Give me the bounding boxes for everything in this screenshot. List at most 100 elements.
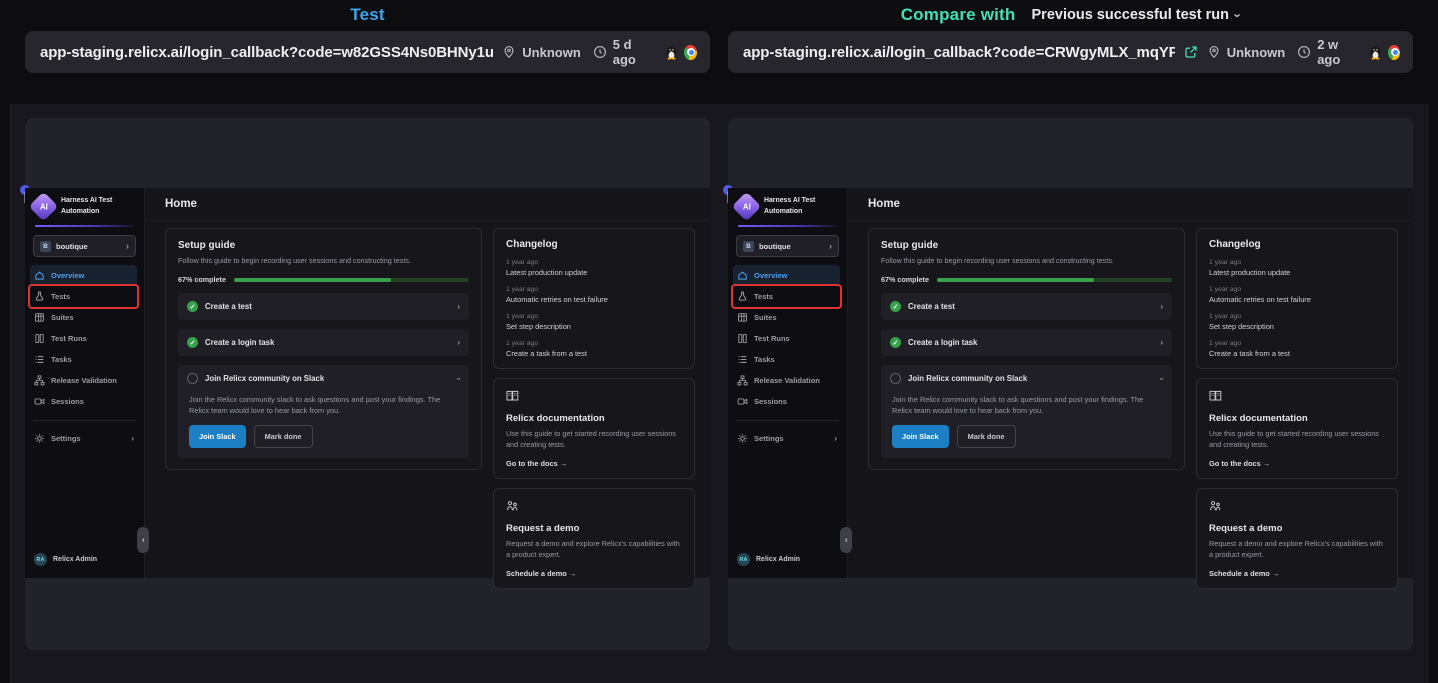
- chevron-right-icon: ›: [1160, 339, 1163, 347]
- chevron-right-icon: ›: [457, 303, 460, 311]
- documentation-description: Use this guide to get started recording …: [1209, 429, 1385, 451]
- chrome-browser-icon: [684, 45, 697, 60]
- location-label: Unknown: [1227, 45, 1286, 60]
- setup-progress: 67% complete: [178, 275, 469, 284]
- sidebar-collapse-handle[interactable]: ›: [840, 527, 852, 553]
- sidebar-item-tests[interactable]: Tests: [30, 286, 137, 307]
- sidebar-divider: [33, 420, 136, 421]
- join-slack-row[interactable]: Join Relicx community on Slack ›: [178, 365, 469, 392]
- check-icon: ✓: [890, 301, 901, 312]
- sidebar-item-suites[interactable]: Suites: [733, 307, 840, 328]
- sidebar-item-tasks[interactable]: Tasks: [733, 349, 840, 370]
- go-to-docs-link[interactable]: Go to the docs →: [1209, 459, 1385, 468]
- flask-icon: [34, 291, 45, 302]
- sidebar-item-release-validation[interactable]: Release Validation: [30, 370, 137, 391]
- home-icon: [34, 270, 45, 281]
- mark-done-button[interactable]: Mark done: [254, 425, 313, 448]
- external-link-icon[interactable]: [1184, 45, 1198, 59]
- chevron-right-icon: ›: [1160, 303, 1163, 311]
- changelog-card: Changelog 1 year ago Latest production u…: [1196, 228, 1398, 369]
- screenshot-panel-test: AI Harness AI Test Automation B boutique…: [25, 118, 710, 650]
- sidebar-item-test-runs[interactable]: Test Runs: [30, 328, 137, 349]
- video-icon: [34, 396, 45, 407]
- project-badge: B: [40, 241, 51, 252]
- sidebar-item-settings[interactable]: Settings ›: [30, 428, 137, 449]
- pane-compare-header: Compare with Previous successful test ru…: [728, 0, 1413, 30]
- clock-icon: [1297, 45, 1311, 59]
- sidebar-item-suites[interactable]: Suites: [30, 307, 137, 328]
- sidebar-item-sessions[interactable]: Sessions: [733, 391, 840, 412]
- sidebar-item-overview[interactable]: Overview: [30, 265, 137, 286]
- avatar: RA: [737, 553, 750, 566]
- grid-icon: [34, 312, 45, 323]
- grid-icon: [737, 312, 748, 323]
- setup-progress: 67% complete: [881, 275, 1172, 284]
- sidebar-item-test-runs[interactable]: Test Runs: [733, 328, 840, 349]
- chevron-left-icon: ›: [142, 536, 145, 544]
- setup-step-create-login-task[interactable]: ✓ Create a login task ›: [881, 329, 1172, 356]
- setup-guide-card: Setup guide Follow this guide to begin r…: [165, 228, 482, 470]
- sidebar-item-tasks[interactable]: Tasks: [30, 349, 137, 370]
- url-bar-compare[interactable]: app-staging.relicx.ai/login_callback?cod…: [728, 31, 1413, 73]
- chevron-right-icon: ›: [834, 435, 837, 443]
- user-menu[interactable]: RA Relicx Admin: [34, 553, 97, 566]
- people-icon: [506, 500, 519, 512]
- progress-bar: [937, 278, 1172, 282]
- unchecked-circle-icon: [187, 373, 198, 384]
- app-screenshot: AI Harness AI Test Automation B boutique…: [728, 188, 1413, 578]
- chevron-down-icon: ›: [1158, 377, 1166, 380]
- setup-step-create-login-task[interactable]: ✓ Create a login task ›: [178, 329, 469, 356]
- check-icon: ✓: [187, 301, 198, 312]
- pane-title-compare: Compare with: [901, 5, 1016, 25]
- progress-label: 67% complete: [881, 275, 929, 284]
- sidebar-item-release-validation[interactable]: Release Validation: [733, 370, 840, 391]
- columns-icon: [737, 333, 748, 344]
- sidebar-item-settings[interactable]: Settings ›: [733, 428, 840, 449]
- mark-done-button[interactable]: Mark done: [957, 425, 1016, 448]
- changelog-entry: 1 year ago Automatic retries on test fai…: [1209, 286, 1385, 304]
- project-selector[interactable]: B boutique ›: [33, 235, 136, 257]
- sidebar-item-tests[interactable]: Tests: [733, 286, 840, 307]
- go-to-docs-link[interactable]: Go to the docs →: [506, 459, 682, 468]
- setup-step-create-test[interactable]: ✓ Create a test ›: [881, 293, 1172, 320]
- hierarchy-icon: [34, 375, 45, 386]
- project-selector[interactable]: B boutique ›: [736, 235, 839, 257]
- project-badge: B: [743, 241, 754, 252]
- documentation-title: Relicx documentation: [1209, 413, 1385, 424]
- harness-logo-icon: AI: [732, 192, 762, 222]
- page-title: Home: [848, 188, 1413, 221]
- location-pin-icon: [502, 45, 516, 59]
- progress-label: 67% complete: [178, 275, 226, 284]
- sidebar-item-sessions[interactable]: Sessions: [30, 391, 137, 412]
- people-icon: [1209, 500, 1222, 512]
- schedule-demo-link[interactable]: Schedule a demo →: [506, 569, 682, 578]
- setup-guide-title: Setup guide: [178, 240, 469, 251]
- app-sidebar: AI Harness AI Test Automation B boutique…: [25, 188, 145, 578]
- changelog-entry: 1 year ago Set step description: [1209, 313, 1385, 331]
- home-icon: [737, 270, 748, 281]
- join-slack-button[interactable]: Join Slack: [189, 425, 246, 448]
- sidebar-nav: Overview Tests Suites Test Runs Tasks Re…: [25, 265, 144, 412]
- join-slack-row[interactable]: Join Relicx community on Slack ›: [881, 365, 1172, 392]
- setup-step-create-test[interactable]: ✓ Create a test ›: [178, 293, 469, 320]
- user-menu[interactable]: RA Relicx Admin: [737, 553, 800, 566]
- project-name: boutique: [56, 242, 88, 251]
- compare-run-dropdown[interactable]: Previous successful test run ›: [1032, 7, 1241, 23]
- sidebar-collapse-handle[interactable]: ›: [137, 527, 149, 553]
- request-demo-title: Request a demo: [506, 523, 682, 534]
- join-slack-description: Join the Relicx community slack to ask q…: [881, 392, 1155, 416]
- schedule-demo-link[interactable]: Schedule a demo →: [1209, 569, 1385, 578]
- join-slack-button[interactable]: Join Slack: [892, 425, 949, 448]
- documentation-card: Relicx documentation Use this guide to g…: [493, 378, 695, 479]
- user-name: Relicx Admin: [53, 556, 97, 563]
- gear-icon: [737, 433, 748, 444]
- brand-divider: [738, 225, 837, 227]
- list-icon: [34, 354, 45, 365]
- columns-icon: [34, 333, 45, 344]
- project-name: boutique: [759, 242, 791, 251]
- request-demo-card: Request a demo Request a demo and explor…: [493, 488, 695, 589]
- url-bar-test[interactable]: app-staging.relicx.ai/login_callback?cod…: [25, 31, 710, 73]
- changelog-entry: 1 year ago Set step description: [506, 313, 682, 331]
- sidebar-item-overview[interactable]: Overview: [733, 265, 840, 286]
- brand: AI Harness AI Test Automation: [25, 188, 144, 217]
